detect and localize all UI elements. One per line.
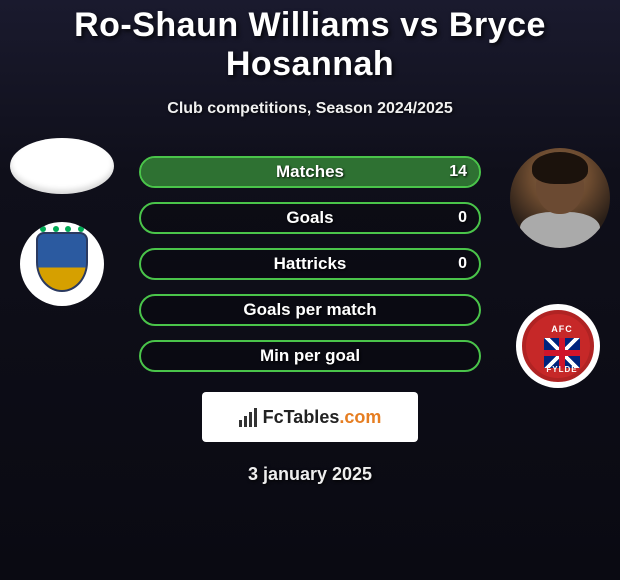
stat-value-right: 0 <box>446 250 479 278</box>
stats-area: AFC FYLDE Matches14Goals0Hattricks0Goals… <box>0 156 620 485</box>
player-left-avatar <box>10 138 114 194</box>
stat-label: Min per goal <box>141 346 479 366</box>
stat-value-right <box>455 342 479 370</box>
stat-row: Goals0 <box>139 202 481 234</box>
subtitle: Club competitions, Season 2024/2025 <box>0 100 620 118</box>
stat-value-right: 14 <box>437 158 479 186</box>
club-right-banner: AFC <box>526 320 598 338</box>
comparison-card: Ro-Shaun Williams vs Bryce Hosannah Club… <box>0 0 620 580</box>
stat-label: Goals <box>141 208 479 228</box>
stat-value-right <box>455 296 479 324</box>
stat-value-right: 0 <box>446 204 479 232</box>
brand-bars-icon <box>239 407 257 427</box>
club-left-badge <box>20 222 104 306</box>
club-right-badge: AFC FYLDE <box>516 304 600 388</box>
stat-row: Hattricks0 <box>139 248 481 280</box>
club-right-bottom: FYLDE <box>526 365 598 374</box>
player-right-avatar <box>510 148 610 248</box>
stat-row: Goals per match <box>139 294 481 326</box>
stat-row: Min per goal <box>139 340 481 372</box>
stat-label: Hattricks <box>141 254 479 274</box>
stat-label: Matches <box>141 162 479 182</box>
stat-label: Goals per match <box>141 300 479 320</box>
page-title: Ro-Shaun Williams vs Bryce Hosannah <box>0 6 620 84</box>
stat-row: Matches14 <box>139 156 481 188</box>
brand-text: FcTables.com <box>263 407 382 428</box>
date-label: 3 january 2025 <box>10 464 610 485</box>
brand-main: FcTables <box>263 407 340 427</box>
brand-badge[interactable]: FcTables.com <box>202 392 418 442</box>
brand-suffix: .com <box>339 407 381 427</box>
